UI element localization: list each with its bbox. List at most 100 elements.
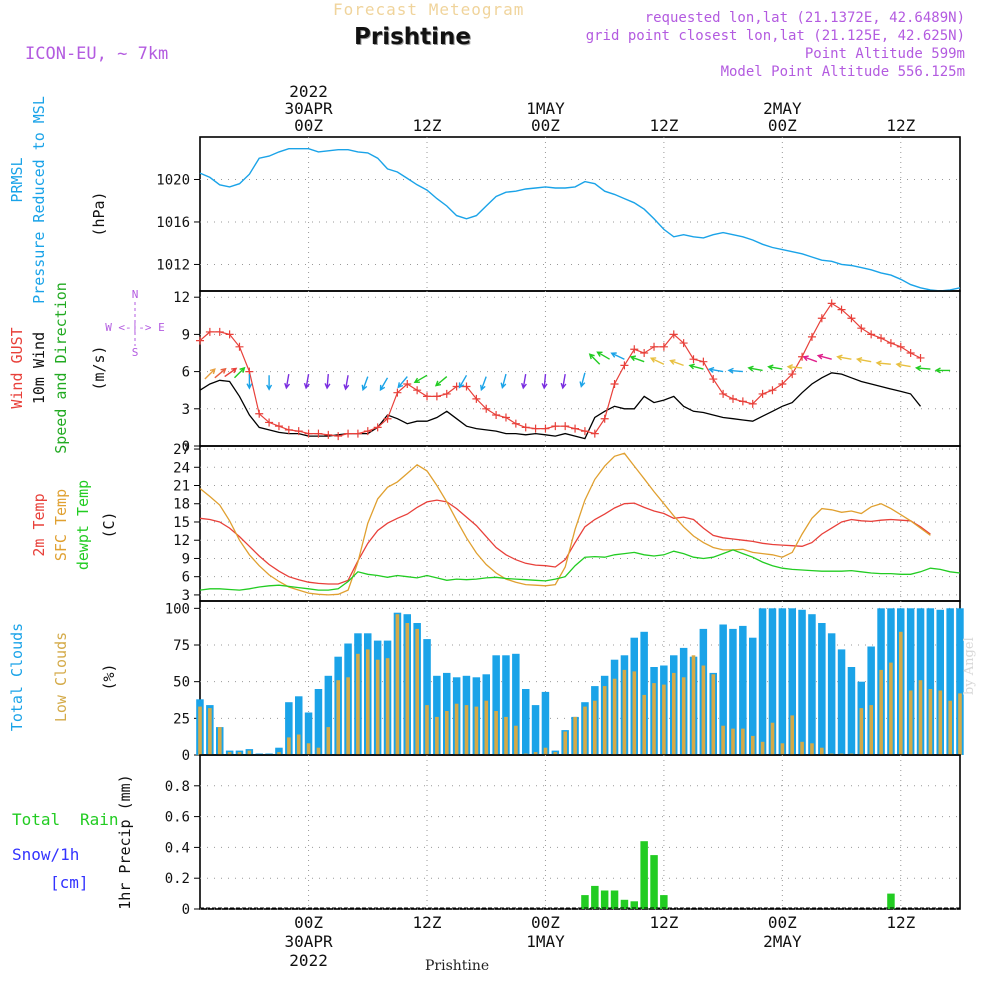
wind-direction-arrow [541, 374, 548, 390]
total-cloud-bar [531, 705, 540, 755]
clouds-unit: (%) [100, 663, 118, 690]
wind-10m-label: 10m Wind [30, 332, 48, 404]
rain-bar [640, 841, 648, 909]
rain-bar [887, 893, 895, 909]
low-cloud-bar [218, 727, 222, 755]
y-tick-label: 12 [173, 290, 190, 306]
gust-marker [501, 413, 510, 422]
gust-marker [916, 353, 925, 362]
gust-marker [847, 314, 856, 323]
wind-unit: (m/s) [90, 345, 108, 390]
gust-marker [294, 427, 303, 436]
total-cloud-bar [906, 608, 915, 755]
wind-direction-arrow [855, 357, 872, 363]
precipitation-panel: 0 0.2 0.4 0.6 0.8 [165, 754, 961, 918]
gust-marker [393, 388, 402, 397]
gust-marker [778, 380, 787, 388]
low-cloud-bar [553, 752, 558, 755]
gust-marker [650, 342, 659, 351]
gust-marker [344, 429, 353, 438]
low-cloud-bar [869, 705, 873, 755]
total-cloud-bar [729, 628, 737, 755]
bottom-time-label: 12Z [413, 913, 442, 932]
gust-marker [827, 299, 836, 308]
low-cloud-bar [711, 674, 716, 755]
total-cloud-bar [640, 631, 648, 755]
y-tick-label: 0.6 [165, 810, 190, 826]
gust-marker [225, 330, 234, 339]
y-tick-label: 15 [173, 515, 190, 531]
low-cloud-bar [642, 694, 646, 755]
temp-dewpt-label: dewpt Temp [74, 480, 92, 570]
wind-direction-arrow [895, 361, 911, 368]
gust-marker [728, 394, 737, 403]
top-time-label: 12Z [649, 116, 678, 135]
low-cloud-bar [346, 677, 350, 755]
bottom-time-label: 2022 [289, 951, 328, 970]
wind-direction-arrow [786, 364, 803, 370]
total-cloud-bar [946, 608, 954, 755]
low-cloud-bar [306, 743, 311, 755]
wind-direction-arrow [224, 367, 238, 378]
gust-marker [896, 342, 905, 351]
low-cloud-bar [908, 690, 913, 755]
low-cloud-bar [514, 725, 518, 755]
total-cloud-bar [788, 608, 796, 755]
bottom-time-label: 00Z [768, 913, 797, 932]
wind-direction-arrow [802, 355, 818, 363]
top-time-label: 30APR [284, 99, 333, 118]
gust-marker [758, 389, 767, 398]
pressure-unit: (hPa) [90, 191, 108, 236]
wind-direction-arrow [610, 352, 625, 360]
low-cloud-bar [198, 706, 202, 755]
model-altitude: Model Point Altitude 556.125m [720, 64, 965, 80]
low-cloud-bar [484, 700, 489, 755]
y-tick-label: 100 [165, 601, 190, 617]
wind-direction-arrow [596, 351, 610, 360]
wind-direction-arrow [234, 366, 246, 379]
low-cloud-bar [731, 728, 735, 755]
total-cloud-bar [758, 608, 767, 755]
y-tick-label: 1012 [156, 257, 190, 273]
gust-marker [640, 349, 649, 357]
top-time-label: 12Z [886, 116, 915, 135]
wind-direction-arrow [266, 375, 273, 391]
low-cloud-bar [454, 703, 459, 755]
wind-direction-arrow [588, 353, 601, 365]
wind-speed-dir-label: Speed and Direction [52, 282, 70, 454]
y-tick-label: 0.8 [165, 779, 190, 795]
wind-speed-line [199, 372, 922, 440]
temp-sfc-line [199, 452, 931, 596]
temp-dewpt-line [199, 549, 961, 591]
rain-bar [610, 890, 619, 909]
precipitation-frame [199, 754, 961, 910]
gust-marker [807, 332, 816, 341]
total-cloud-bar [423, 639, 431, 755]
gust-marker [689, 355, 698, 364]
gust-marker [403, 380, 412, 388]
rain-bar [600, 890, 609, 909]
gust-marker [768, 386, 777, 395]
total-cloud-bar [541, 691, 550, 755]
temp-sfc-label: SFC Temp [52, 489, 70, 561]
wind-direction-arrow [816, 353, 832, 360]
model-label: ICON-EU, ~ 7km [25, 44, 169, 64]
low-cloud-bar [859, 708, 864, 755]
requested-coords: requested lon,lat (21.1372E, 42.6489N) [644, 10, 965, 26]
low-cloud-bar [889, 662, 893, 755]
low-cloud-bar [583, 706, 587, 755]
low-cloud-bar [563, 731, 567, 755]
low-cloud-bar [928, 689, 933, 755]
total-cloud-bar [512, 653, 520, 755]
low-cloud-bar [751, 735, 755, 755]
total-cloud-bar [285, 702, 293, 755]
low-cloud-bar [435, 716, 439, 755]
compass-south: S [132, 346, 139, 359]
gust-marker [274, 422, 283, 431]
y-tick-label: 0 [182, 439, 190, 455]
gust-marker [255, 409, 264, 418]
low-cloud-bar [958, 693, 962, 755]
y-tick-label: 75 [173, 638, 190, 654]
low-cloud-bar [356, 653, 360, 755]
